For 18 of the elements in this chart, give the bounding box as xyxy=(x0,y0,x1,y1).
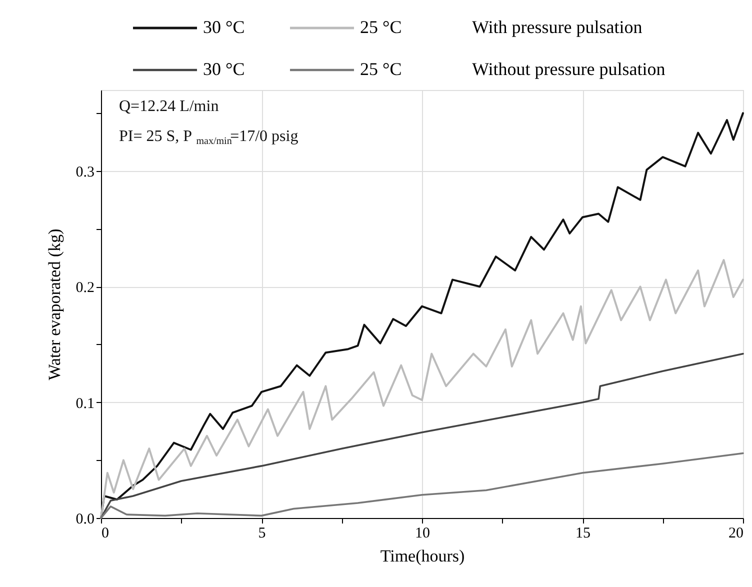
x-tick-label: 20 xyxy=(728,526,744,542)
legend-label: 30 °C xyxy=(203,17,245,37)
x-tick-label: 15 xyxy=(576,526,590,542)
y-tick-label: 0.2 xyxy=(76,280,94,296)
annotation: Q=12.24 L/min xyxy=(119,98,219,115)
y-tick-label: 0.0 xyxy=(76,512,94,528)
y-tick-label: 0.1 xyxy=(76,396,94,412)
x-tick-label: 10 xyxy=(415,526,430,542)
text: With pressure pulsation xyxy=(472,17,642,37)
x-tick-label: 0 xyxy=(102,526,109,542)
x-tick-label: 5 xyxy=(258,526,266,542)
y-axis-title: Water evaporated (kg) xyxy=(44,228,64,380)
x-axis-title: Time(hours) xyxy=(380,546,465,566)
legend-label: 25 °C xyxy=(360,17,402,37)
legend-label: 30 °C xyxy=(203,59,245,79)
legend-label: 25 °C xyxy=(360,59,402,79)
text: Without pressure pulsation xyxy=(472,59,666,79)
y-tick-label: 0.3 xyxy=(76,164,94,180)
